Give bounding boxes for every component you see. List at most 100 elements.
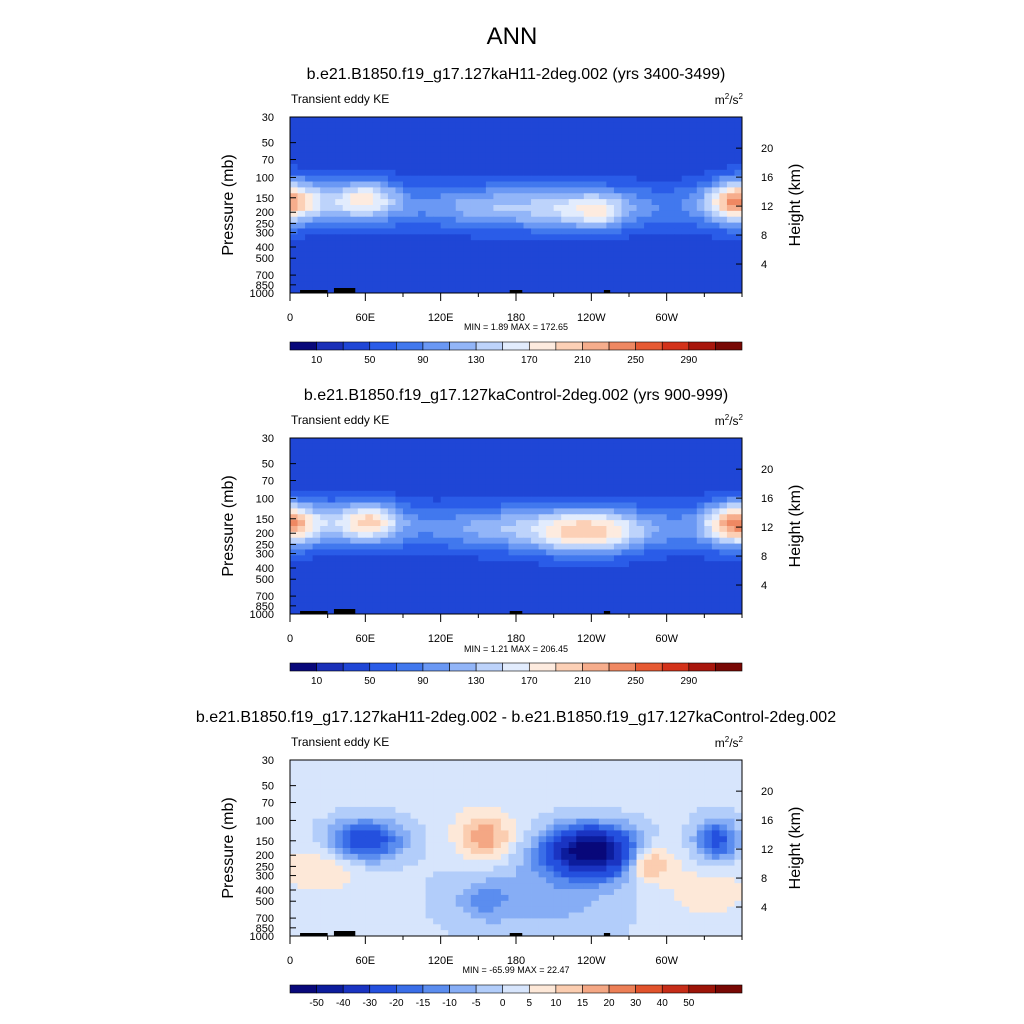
field-cell xyxy=(531,140,539,147)
field-cell xyxy=(508,251,517,259)
field-cell xyxy=(410,531,419,539)
field-cell xyxy=(395,461,404,468)
field-cell xyxy=(508,783,517,790)
field-cell xyxy=(403,449,411,456)
field-cell xyxy=(561,496,570,503)
field-cell xyxy=(387,228,396,235)
field-cell xyxy=(320,134,329,141)
field-cell xyxy=(598,555,607,562)
field-cell xyxy=(403,572,411,580)
field-cell xyxy=(410,777,419,784)
field-cell xyxy=(516,572,524,580)
field-cell xyxy=(651,567,660,574)
field-cell xyxy=(553,830,562,837)
field-cell xyxy=(606,479,615,486)
field-cell xyxy=(726,152,735,159)
field-cell xyxy=(621,275,630,282)
field-cell xyxy=(621,765,630,773)
field-cell xyxy=(478,608,487,615)
field-cell xyxy=(305,853,313,861)
field-cell xyxy=(440,801,449,808)
field-cell xyxy=(711,561,720,568)
field-cell xyxy=(553,865,562,872)
field-cell xyxy=(455,789,464,796)
field-cell xyxy=(538,765,547,773)
field-cell xyxy=(410,449,419,456)
field-cell xyxy=(719,263,728,270)
field-cell xyxy=(583,502,592,509)
field-cell xyxy=(561,602,570,609)
field-cell xyxy=(651,473,660,480)
field-cell xyxy=(485,760,494,767)
field-cell xyxy=(516,490,524,498)
field-cell xyxy=(711,169,720,177)
colorbar-label: 290 xyxy=(680,355,697,366)
field-cell xyxy=(463,865,472,872)
colorbar-label: 130 xyxy=(468,676,485,687)
field-cell xyxy=(500,801,509,808)
field-cell xyxy=(372,490,381,498)
field-cell xyxy=(425,181,434,188)
field-cell xyxy=(350,842,359,849)
pressure-tick-label: 700 xyxy=(256,270,274,282)
field-cell xyxy=(629,128,637,135)
field-cell xyxy=(320,795,329,802)
field-cell xyxy=(410,537,419,544)
field-cell xyxy=(312,549,321,556)
field-cell xyxy=(583,443,592,451)
field-cell xyxy=(598,783,607,790)
field-cell xyxy=(297,584,306,591)
field-cell xyxy=(568,128,577,135)
field-cell xyxy=(425,508,434,515)
field-cell xyxy=(546,222,555,229)
field-cell xyxy=(689,549,698,556)
field-cell xyxy=(568,567,577,574)
field-cell xyxy=(365,842,374,849)
field-cell xyxy=(666,871,675,878)
field-cell xyxy=(696,578,705,586)
field-cell xyxy=(418,473,426,480)
field-cell xyxy=(403,502,411,509)
field-cell xyxy=(493,152,502,159)
field-cell xyxy=(629,520,637,527)
field-cell xyxy=(297,117,306,124)
field-cell xyxy=(478,812,487,820)
field-cell xyxy=(327,222,336,229)
field-cell xyxy=(365,836,374,843)
field-cell xyxy=(621,251,630,259)
field-cell xyxy=(621,812,630,820)
field-cell xyxy=(659,608,668,615)
field-cell xyxy=(561,146,570,153)
field-cell xyxy=(531,467,539,474)
field-cell xyxy=(576,602,585,609)
field-cell xyxy=(711,824,720,831)
field-cell xyxy=(440,128,449,135)
field-cell xyxy=(591,467,600,474)
field-cell xyxy=(327,502,336,509)
field-cell xyxy=(395,158,404,165)
field-cell xyxy=(470,608,479,615)
field-cell xyxy=(350,590,359,597)
panel-1-colorbar: 10 50 90 130 170 210 250 290 xyxy=(289,341,743,366)
field-cell xyxy=(636,853,645,861)
field-cell xyxy=(591,175,600,182)
field-cell xyxy=(395,269,404,276)
field-cell xyxy=(606,117,615,124)
field-cell xyxy=(553,526,562,533)
field-cell xyxy=(410,818,419,825)
field-cell xyxy=(365,484,374,492)
field-cell xyxy=(410,514,419,521)
field-cell xyxy=(493,760,502,767)
field-cell xyxy=(689,555,698,562)
field-cell xyxy=(365,771,374,778)
field-cell xyxy=(583,526,592,533)
field-cell xyxy=(485,602,494,609)
field-cell xyxy=(553,842,562,849)
field-cell xyxy=(478,520,487,527)
field-cell xyxy=(629,193,637,200)
field-cell xyxy=(357,158,366,165)
field-cell xyxy=(463,181,472,188)
field-cell xyxy=(561,848,570,855)
field-cell xyxy=(726,496,735,503)
field-cell xyxy=(613,543,622,550)
